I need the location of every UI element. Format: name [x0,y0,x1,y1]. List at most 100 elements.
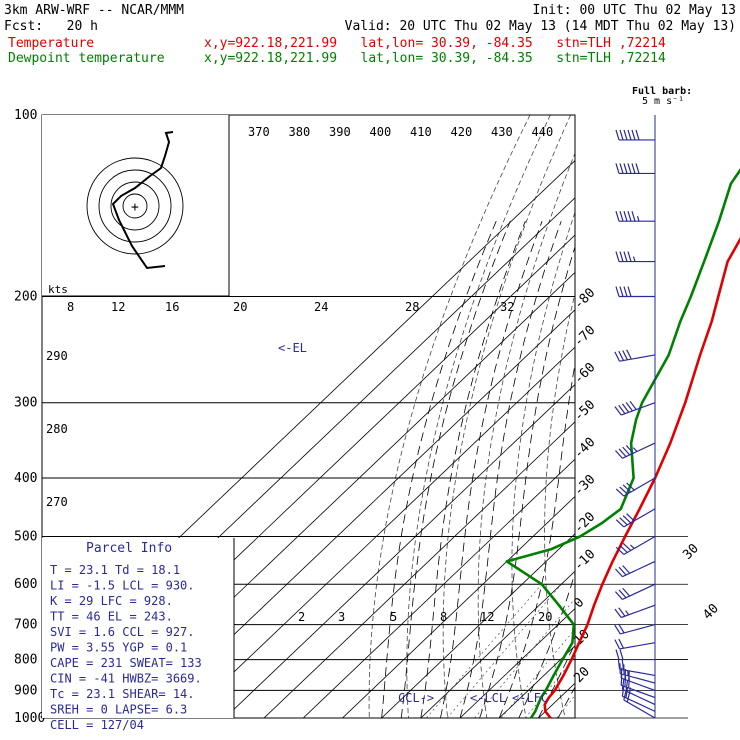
theta-label: 410 [410,125,432,139]
theta-label: 290 [46,349,68,363]
grid-layer [42,115,740,731]
pressure-label: 300 [14,396,37,411]
valid-time: Valid: 20 UTC Thu 02 May 13 (14 MDT Thu … [344,19,736,34]
mixing-ratio-label: 8 [440,610,447,624]
wind-barb [614,560,656,578]
parcel-info-title: Parcel Info [86,541,172,556]
kts-label: kts [48,283,68,296]
theta-label: 440 [532,125,554,139]
moist-adiabat [617,221,740,718]
wind-barb [615,163,655,175]
temperature-tick-label: 40 [700,601,722,623]
kts-ring-label: 24 [314,300,328,314]
parcel-info-row: T = 23.1 Td = 18.1 [50,563,180,577]
moist-adiabat [440,221,543,718]
parcel-info-row: K = 29 LFC = 928. [50,594,173,608]
parcel-info-row: CIN = -41 HWBZ= 3669. [50,672,202,686]
lfc-label: <-LFC [512,691,548,705]
ccl-label: CCL-> [398,691,434,705]
dry-adiabat [477,152,575,718]
barb-legend-value: 5 m s⁻¹ [642,96,684,107]
pressure-label: 800 [14,653,37,668]
kts-ring-label: 16 [165,300,179,314]
kts-ring-label: 8 [67,300,74,314]
wind-barb [614,442,656,459]
pressure-label: 900 [14,683,37,698]
parcel-info-row: TT = 46 EL = 243. [50,610,173,624]
wind-barb [615,211,655,222]
isotherm [498,645,575,718]
dry-adiabat [665,115,727,731]
dry-adiabat [442,115,571,718]
moist-adiabat [459,221,562,718]
theta-label: 420 [451,125,473,139]
pressure-label: 400 [14,471,37,486]
theta-label: 380 [289,125,311,139]
moist-adiabat [420,221,526,718]
isotherm [643,115,740,731]
mixing-ratio-label: 12 [480,610,494,624]
pressure-label: 200 [14,290,37,305]
isotherm [341,495,575,718]
dry-adiabat [693,115,740,731]
theta-label: 280 [46,422,68,436]
moist-adiabat [498,362,575,718]
kts-ring-label: 12 [111,300,125,314]
dewpoint-location: x,y=922.18,221.99 lat,lon= 30.39, -84.35… [204,51,666,66]
isotherm [145,309,575,718]
parcel-info-row: CAPE = 231 SWEAT= 133 [50,656,202,670]
mixing-ratio-label: 20 [538,610,552,624]
hodograph-ring [86,157,184,255]
model-name: 3km ARW-WRF -- NCAR/MMM [4,3,185,18]
barb-legend-title: Full barb: [632,86,692,97]
dry-adiabat [636,115,692,731]
wind-barb [615,535,656,555]
theta-label: 400 [370,125,392,139]
kts-ring-label: 32 [500,300,514,314]
hodograph-trace [111,131,174,270]
init-time: Init: 00 UTC Thu 02 May 13 [532,3,737,18]
mixing-ratio-label: 2 [298,610,305,624]
wind-barb [621,685,656,712]
hodograph-ring [98,169,172,243]
dewpoint-profile [505,168,740,719]
theta-label: 390 [329,125,351,139]
wind-barb [615,286,655,298]
mixing-ratio-label: 5 [390,610,397,624]
dry-adiabat [406,115,551,718]
wind-barb [617,658,656,677]
wind-barb [614,583,656,600]
wind-barb [614,604,656,619]
hodograph-background [42,115,229,296]
hodograph-center: + [131,200,139,215]
pressure-label: 500 [14,529,37,544]
isotherm [603,115,740,731]
parcel-info-row: SVI = 1.6 CCL = 927. [50,625,195,639]
kts-ring-label: 28 [405,300,419,314]
pressure-label: 100 [14,108,37,123]
pressure-label: 700 [14,618,37,633]
wind-barb [614,638,656,650]
temperature-location: x,y=922.18,221.99 lat,lon= 30.39, -84.35… [204,36,666,51]
wind-barb [614,400,656,416]
temperature-profile [543,236,740,719]
kts-ring-label: 20 [233,300,247,314]
isotherm [185,346,575,718]
dry-adiabat [511,211,575,718]
dewpoint-label: Dewpoint temperature [8,51,165,66]
mixing-ratio-line [426,583,543,718]
isotherm [420,570,575,718]
moist-adiabat [400,221,511,718]
dry-adiabat [607,115,672,731]
mixing-ratio-line [556,694,575,718]
wind-barb [615,129,655,141]
parcel-info-row: CELL = 127/04 [50,718,144,732]
pressure-label: 600 [14,577,37,592]
el-label: <-EL [278,341,307,355]
isotherm [459,607,575,718]
moist-adiabat [381,221,497,718]
forecast-hour: Fcst: 20 h [4,19,98,34]
wind-barb [615,649,655,661]
parcel-info-box [42,538,234,718]
